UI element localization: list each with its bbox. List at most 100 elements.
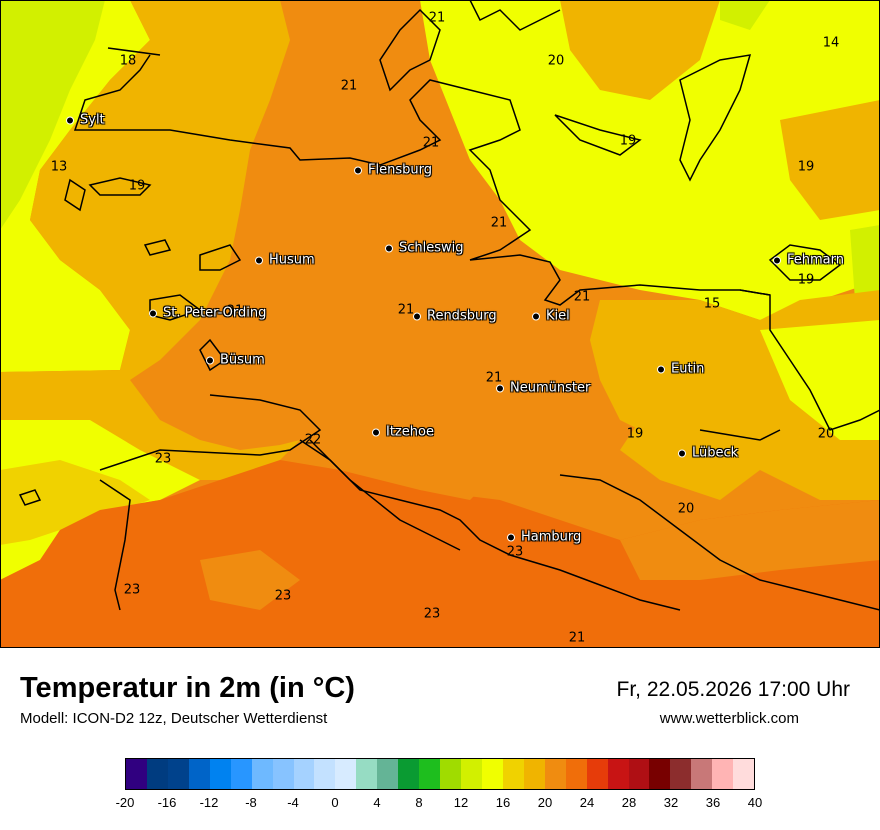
city-marker-fehmarn[interactable]: Fehmarn — [773, 253, 844, 268]
city-dot-icon — [255, 256, 263, 264]
legend-color-cell — [188, 759, 210, 789]
temperature-label: 21 — [226, 303, 244, 319]
legend-tick-label: -8 — [245, 795, 257, 810]
city-label: Neumünster — [510, 380, 591, 396]
city-label: Lübeck — [692, 445, 739, 461]
city-label: Fehmarn — [787, 252, 844, 268]
temperature-label: 21 — [568, 630, 586, 646]
legend-tick-label: 0 — [331, 795, 339, 810]
legend-color-cell — [419, 759, 441, 789]
model-source: Modell: ICON-D2 12z, Deutscher Wetterdie… — [20, 710, 328, 727]
legend-tick-label: 12 — [453, 795, 469, 810]
city-dot-icon — [385, 244, 393, 252]
website-link[interactable]: www.wetterblick.com — [659, 710, 799, 727]
legend-color-cell — [691, 759, 713, 789]
city-dot-icon — [149, 309, 157, 317]
city-label: Husum — [269, 252, 315, 268]
temperature-label: 23 — [506, 544, 524, 560]
temperature-label: 19 — [797, 159, 815, 175]
temperature-label: 23 — [274, 588, 292, 604]
city-marker-schleswig[interactable]: Schleswig — [385, 241, 464, 256]
city-label: Flensburg — [368, 162, 432, 178]
temperature-label: 20 — [677, 501, 695, 517]
temperature-label: 22 — [304, 432, 322, 448]
legend-color-cell — [167, 759, 189, 789]
legend-tick-label: 24 — [579, 795, 595, 810]
legend-color-cell — [523, 759, 545, 789]
legend-color-cell — [649, 759, 671, 789]
city-marker-flensburg[interactable]: Flensburg — [354, 163, 432, 178]
legend-color-cell — [733, 759, 755, 789]
temperature-label: 14 — [822, 35, 840, 51]
city-label: Kiel — [546, 308, 570, 324]
map-footer: Temperatur in 2m (in °C) Modell: ICON-D2… — [0, 648, 880, 830]
city-dot-icon — [678, 449, 686, 457]
city-label: Hamburg — [521, 529, 582, 545]
city-label: Schleswig — [399, 240, 464, 256]
city-marker-sylt[interactable]: Sylt — [66, 113, 105, 128]
legend-color-cell — [481, 759, 503, 789]
legend-color-cell — [502, 759, 524, 789]
temperature-label: 21 — [340, 78, 358, 94]
temperature-label: 23 — [154, 451, 172, 467]
legend-tick-label: 4 — [373, 795, 381, 810]
city-label: Rendsburg — [427, 308, 497, 324]
city-dot-icon — [773, 256, 781, 264]
city-dot-icon — [413, 312, 421, 320]
city-marker-luebeck[interactable]: Lübeck — [678, 446, 738, 461]
legend-color-cell — [398, 759, 420, 789]
city-dot-icon — [66, 116, 74, 124]
legend-color-cell — [440, 759, 461, 789]
city-dot-icon — [532, 312, 540, 320]
city-marker-buesum[interactable]: Büsum — [206, 353, 265, 368]
temperature-label: 13 — [50, 159, 68, 175]
city-dot-icon — [354, 166, 362, 174]
city-marker-hamburg[interactable]: Hamburg — [507, 530, 581, 545]
temperature-label: 21 — [428, 10, 446, 26]
legend-color-cell — [628, 759, 650, 789]
temperature-label: 23 — [423, 606, 441, 622]
city-label: Sylt — [80, 112, 105, 128]
city-marker-itzehoe[interactable]: Itzehoe — [372, 425, 434, 440]
legend-color-cell — [356, 759, 378, 789]
legend-color-cell — [230, 759, 252, 789]
city-label: Büsum — [220, 352, 265, 368]
city-marker-eutin[interactable]: Eutin — [657, 362, 704, 377]
city-label: Itzehoe — [386, 424, 434, 440]
legend-tick-label: 40 — [747, 795, 763, 810]
city-marker-rendsburg[interactable]: Rendsburg — [413, 309, 497, 324]
legend-color-cell — [377, 759, 399, 789]
color-scale-legend — [125, 758, 755, 790]
temperature-map[interactable]: 21 18 21 20 14 21 21 19 13 19 19 21 21 2… — [0, 0, 880, 648]
city-label: St. Peter-Ording — [163, 305, 267, 321]
legend-tick-labels: -20 -16 -12 -8 -4 0 4 8 12 16 20 24 28 32 36 40 — [116, 795, 763, 815]
legend-color-cell — [712, 759, 734, 789]
city-marker-st-peter-ording[interactable]: St. Peter-Ording — [149, 306, 266, 321]
legend-color-cell — [670, 759, 692, 789]
legend-tick-label: -16 — [157, 795, 177, 810]
legend-tick-label: -12 — [199, 795, 219, 810]
city-marker-neumuenster[interactable]: Neumünster — [496, 381, 590, 396]
city-dot-icon — [507, 533, 515, 541]
temperature-label: 21 — [573, 289, 591, 305]
legend-color-cell — [565, 759, 587, 789]
temperature-label: 20 — [547, 53, 565, 69]
forecast-datetime: Fr, 22.05.2026 17:00 Uhr — [616, 678, 851, 701]
legend-color-cell — [314, 759, 336, 789]
legend-color-cell — [461, 759, 482, 789]
legend-tick-label: 32 — [663, 795, 679, 810]
legend-color-cell — [209, 759, 231, 789]
legend-color-cell — [272, 759, 294, 789]
city-marker-husum[interactable]: Husum — [255, 253, 315, 268]
temperature-label: 19 — [619, 133, 637, 149]
map-title: Temperatur in 2m (in °C) — [20, 672, 355, 704]
legend-tick-label: 16 — [495, 795, 511, 810]
legend-color-cell — [586, 759, 608, 789]
temperature-label: 21 — [422, 135, 440, 151]
temperature-label: 21 — [397, 302, 415, 318]
temperature-label: 15 — [703, 296, 721, 312]
legend-color-cell — [146, 759, 168, 789]
city-dot-icon — [206, 356, 214, 364]
city-marker-kiel[interactable]: Kiel — [532, 309, 570, 324]
